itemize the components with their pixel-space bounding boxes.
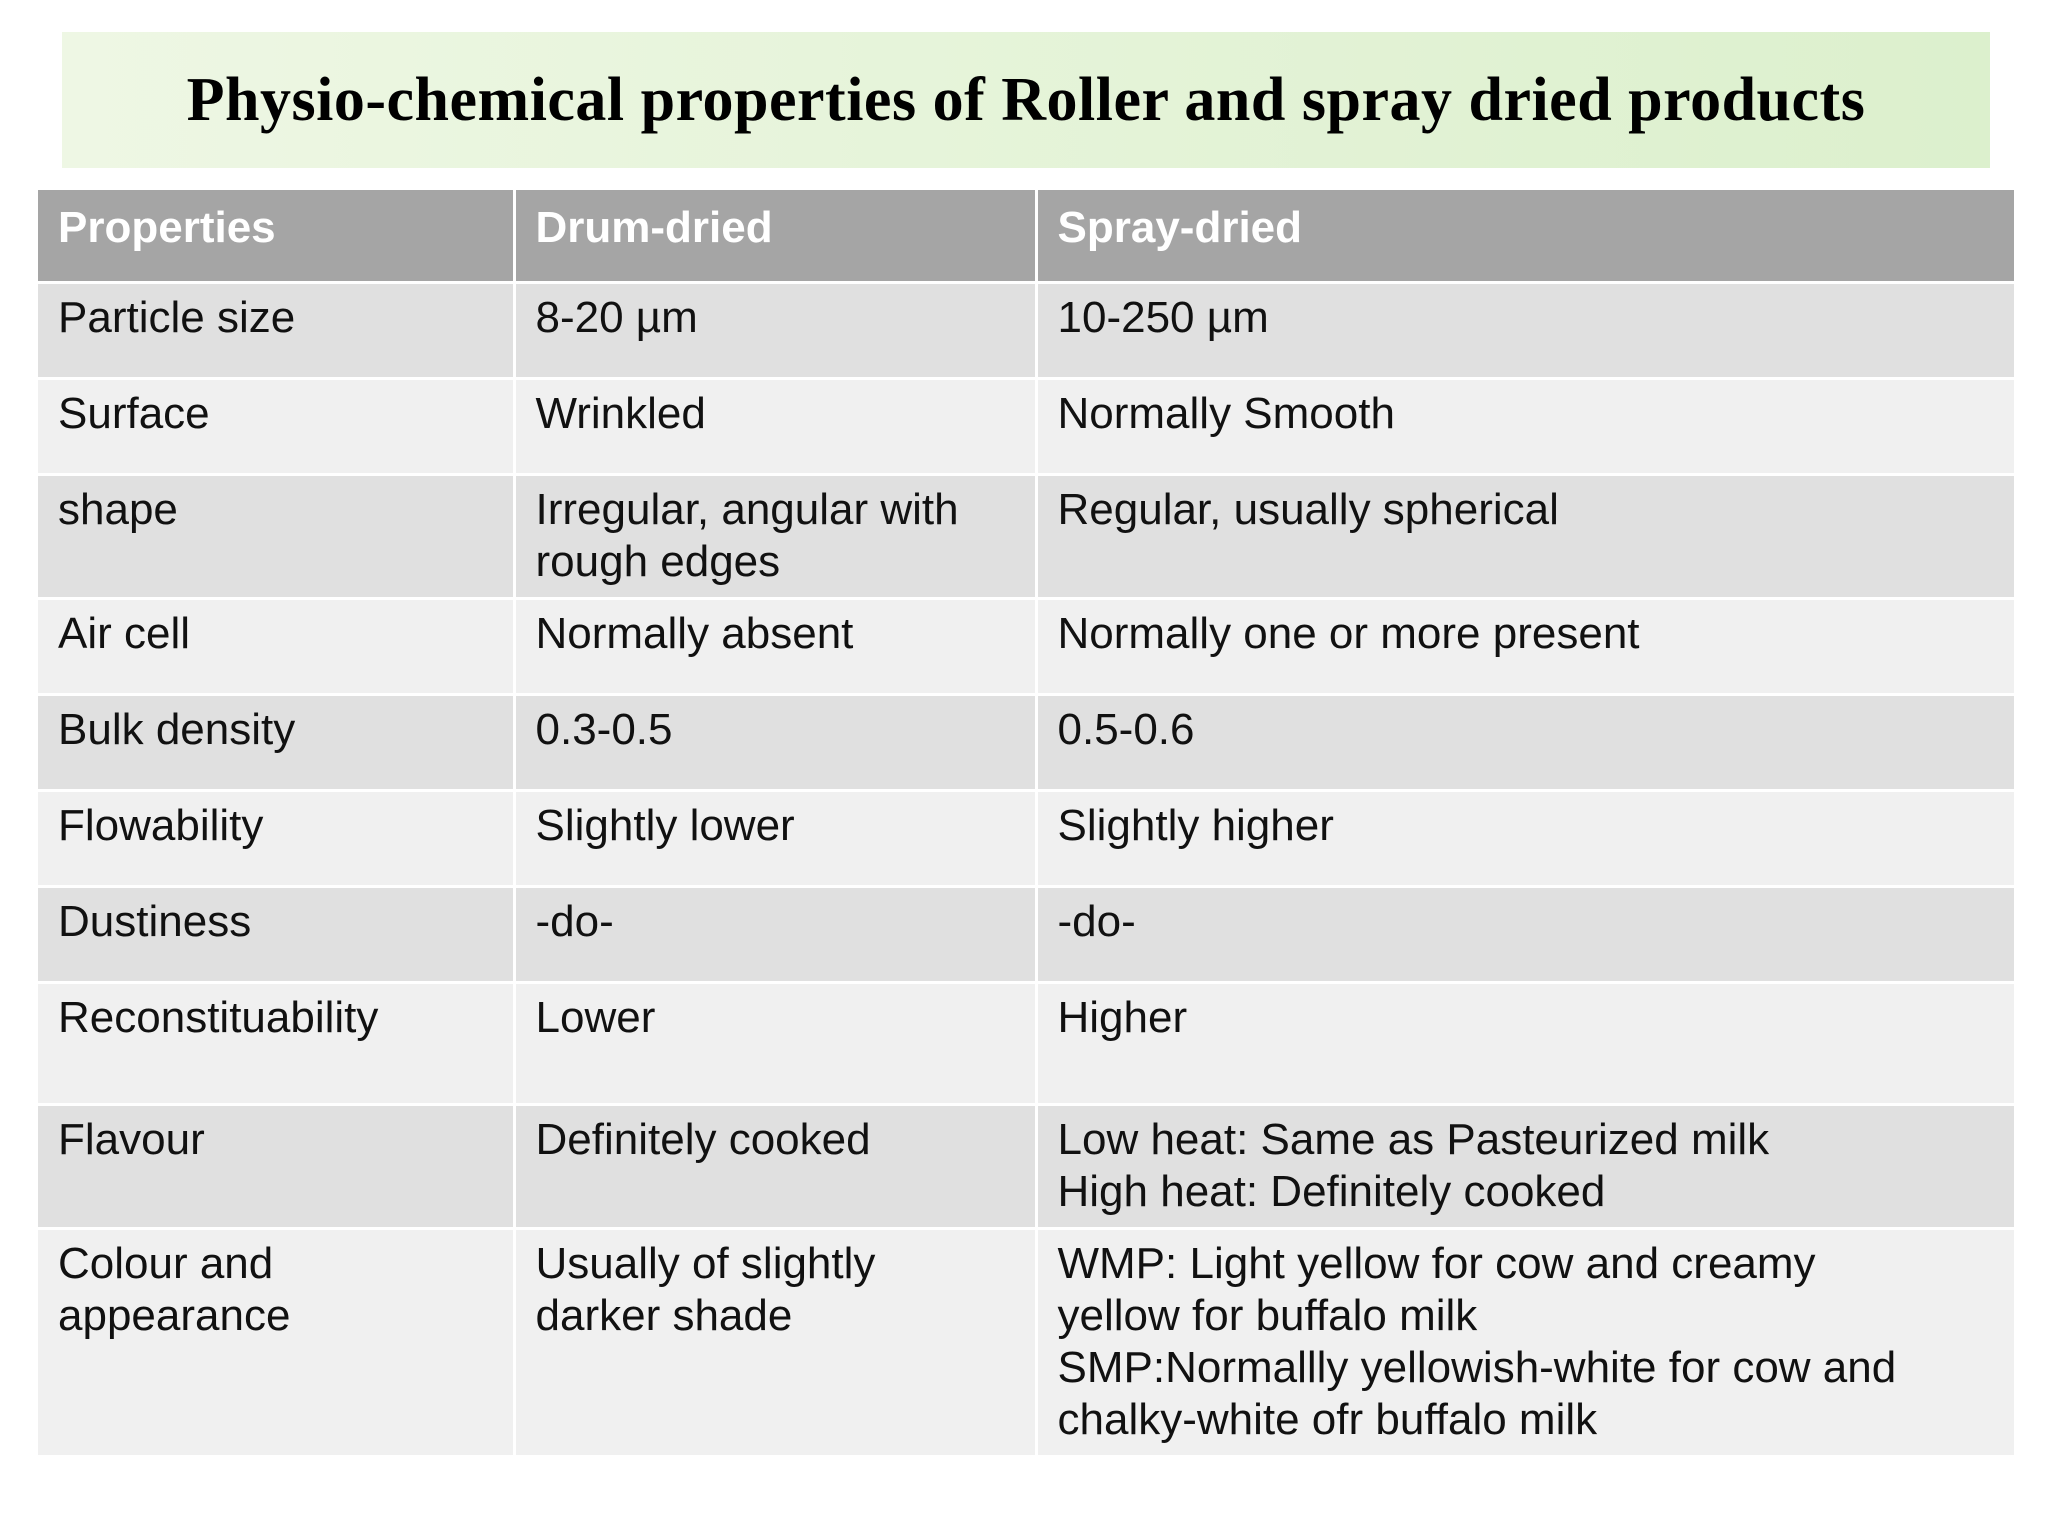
table-header-row: Properties Drum-dried Spray-dried <box>38 190 2014 284</box>
property-cell: Flowability <box>38 790 516 888</box>
drum-value: Wrinkled <box>535 388 706 438</box>
property-label: Reconstituability <box>58 992 379 1042</box>
drum-cell: Irregular, angular with rough edges <box>514 474 1038 600</box>
spray-value-line: High heat: Definitely cooked <box>1057 1166 1606 1216</box>
property-label: Surface <box>58 388 210 438</box>
spray-value-line: yellow for buffalo milk <box>1057 1290 1478 1340</box>
drum-value: -do- <box>535 896 614 946</box>
table-row: Flavour Definitely cooked Low heat: Same… <box>38 1104 2014 1230</box>
title-banner: Physio-chemical properties of Roller and… <box>62 32 1990 168</box>
property-label: shape <box>58 484 178 534</box>
drum-cell: Lower <box>514 982 1038 1106</box>
property-label: Flowability <box>58 800 264 850</box>
spray-cell: Normally one or more present <box>1036 598 2014 696</box>
table-row: Colour and appearance Usually of slightl… <box>38 1228 2014 1458</box>
spray-value: 0.5-0.6 <box>1057 704 1195 754</box>
drum-cell: Slightly lower <box>514 790 1038 888</box>
drum-value: 0.3-0.5 <box>535 704 673 754</box>
property-label: Bulk density <box>58 704 296 754</box>
spray-value: Normally Smooth <box>1057 388 1395 438</box>
property-cell: shape <box>38 474 516 600</box>
drum-value: Normally absent <box>535 608 854 658</box>
property-cell: Colour and appearance <box>38 1228 516 1458</box>
spray-cell: 10-250 µm <box>1036 282 2014 380</box>
drum-cell: Usually of slightly darker shade <box>514 1228 1038 1458</box>
drum-value: Lower <box>535 992 656 1042</box>
spray-value: Normally one or more present <box>1057 608 1640 658</box>
drum-value-line: Usually of slightly <box>535 1238 876 1288</box>
drum-value: Slightly lower <box>535 800 795 850</box>
property-label: Dustiness <box>58 896 252 946</box>
drum-value-line: rough edges <box>535 536 781 586</box>
property-cell: Particle size <box>38 282 516 380</box>
table-row: Reconstituability Lower Higher <box>38 982 2014 1106</box>
spray-cell: Low heat: Same as Pasteurized milk High … <box>1036 1104 2014 1230</box>
drum-cell: Wrinkled <box>514 378 1038 476</box>
spray-value-line: chalky-white ofr buffalo milk <box>1057 1394 1598 1444</box>
properties-table-container: Properties Drum-dried Spray-dried Partic… <box>38 190 2014 1458</box>
spray-cell: Higher <box>1036 982 2014 1106</box>
spray-value-line: Low heat: Same as Pasteurized milk <box>1057 1114 1770 1164</box>
table-row: shape Irregular, angular with rough edge… <box>38 474 2014 600</box>
table-row: Flowability Slightly lower Slightly high… <box>38 790 2014 888</box>
table-row: Bulk density 0.3-0.5 0.5-0.6 <box>38 694 2014 792</box>
drum-cell: Definitely cooked <box>514 1104 1038 1230</box>
drum-cell: 0.3-0.5 <box>514 694 1038 792</box>
spray-cell: WMP: Light yellow for cow and creamy yel… <box>1036 1228 2014 1458</box>
spray-value: -do- <box>1057 896 1136 946</box>
property-label-line: appearance <box>58 1290 291 1340</box>
spray-cell: 0.5-0.6 <box>1036 694 2014 792</box>
drum-value: Definitely cooked <box>535 1114 871 1164</box>
spray-value-line: WMP: Light yellow for cow and creamy <box>1057 1238 1816 1288</box>
spray-cell: -do- <box>1036 886 2014 984</box>
spray-value: Higher <box>1057 992 1188 1042</box>
table-row: Particle size 8-20 µm 10-250 µm <box>38 282 2014 380</box>
spray-value: Regular, usually spherical <box>1057 484 1559 534</box>
header-spray-dried: Spray-dried <box>1036 190 2014 284</box>
drum-cell: -do- <box>514 886 1038 984</box>
property-cell: Dustiness <box>38 886 516 984</box>
property-cell: Surface <box>38 378 516 476</box>
table-row: Surface Wrinkled Normally Smooth <box>38 378 2014 476</box>
page-title: Physio-chemical properties of Roller and… <box>186 65 1866 134</box>
property-label-line: Colour and <box>58 1238 274 1288</box>
drum-value-line: Irregular, angular with <box>535 484 959 534</box>
property-label: Air cell <box>58 608 191 658</box>
property-cell: Reconstituability <box>38 982 516 1106</box>
spray-value: Slightly higher <box>1057 800 1334 850</box>
header-drum-dried: Drum-dried <box>514 190 1038 284</box>
spray-value: 10-250 µm <box>1057 292 1269 342</box>
property-cell: Air cell <box>38 598 516 696</box>
property-cell: Bulk density <box>38 694 516 792</box>
property-label: Flavour <box>58 1114 205 1164</box>
property-label: Particle size <box>58 292 296 342</box>
table-row: Dustiness -do- -do- <box>38 886 2014 984</box>
spray-cell: Slightly higher <box>1036 790 2014 888</box>
spray-cell: Normally Smooth <box>1036 378 2014 476</box>
table-row: Air cell Normally absent Normally one or… <box>38 598 2014 696</box>
property-cell: Flavour <box>38 1104 516 1230</box>
drum-value-line: darker shade <box>535 1290 793 1340</box>
header-properties: Properties <box>38 190 516 284</box>
drum-cell: Normally absent <box>514 598 1038 696</box>
spray-cell: Regular, usually spherical <box>1036 474 2014 600</box>
drum-value: 8-20 µm <box>535 292 698 342</box>
properties-table: Properties Drum-dried Spray-dried Partic… <box>38 190 2014 1458</box>
spray-value-line: SMP:Normallly yellowish-white for cow an… <box>1057 1342 1897 1392</box>
drum-cell: 8-20 µm <box>514 282 1038 380</box>
